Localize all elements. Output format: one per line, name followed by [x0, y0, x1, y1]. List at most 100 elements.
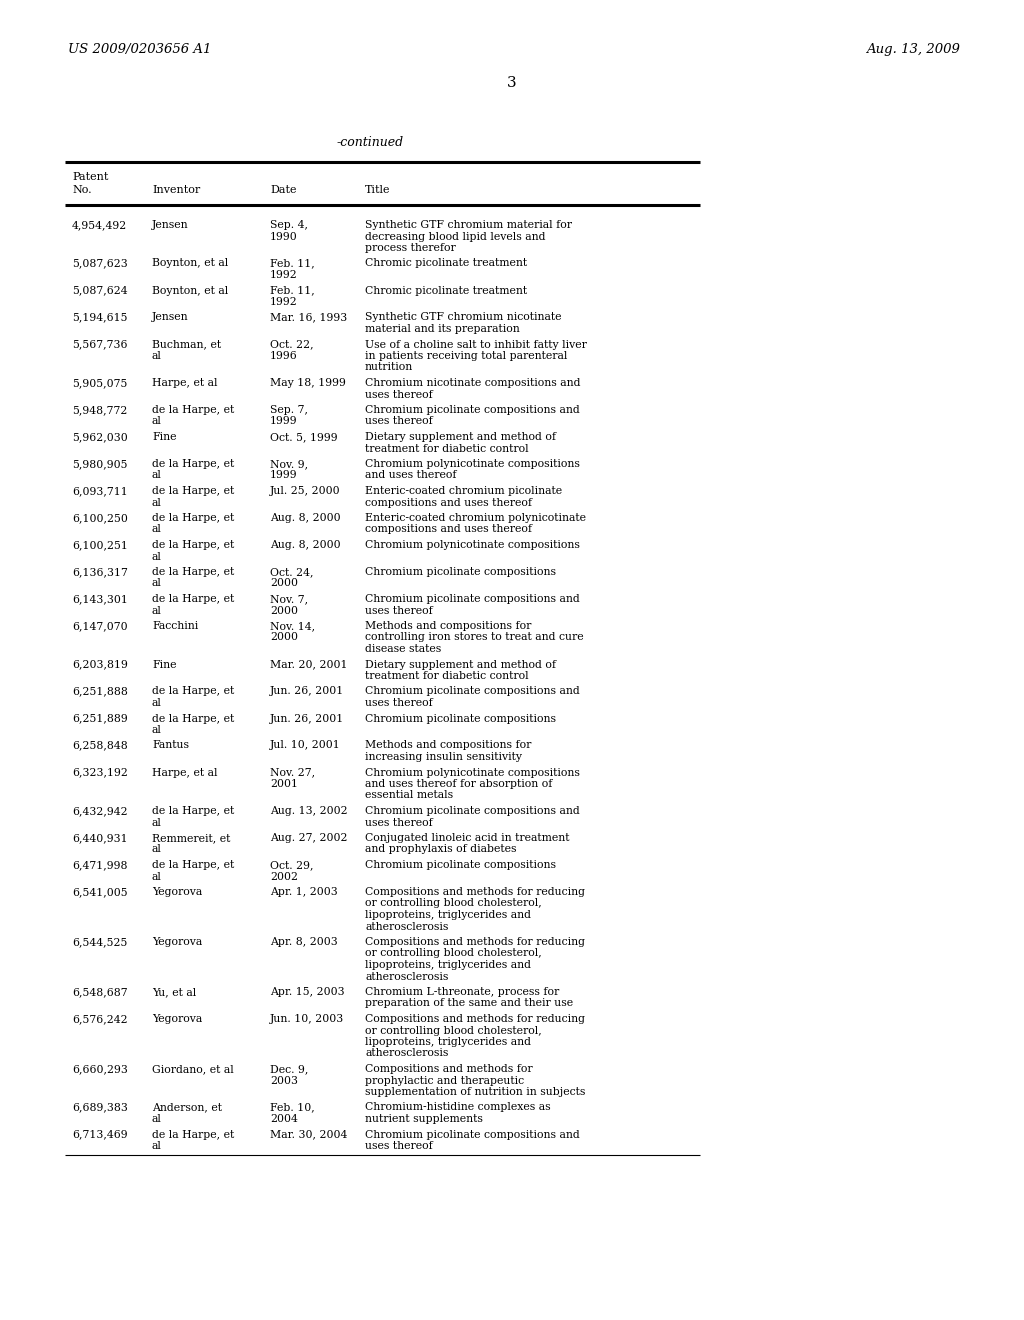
Text: 6,544,525: 6,544,525: [72, 937, 127, 946]
Text: in patients receiving total parenteral: in patients receiving total parenteral: [365, 351, 567, 360]
Text: 6,100,251: 6,100,251: [72, 540, 128, 550]
Text: 6,471,998: 6,471,998: [72, 861, 128, 870]
Text: al: al: [152, 524, 162, 535]
Text: Yegorova: Yegorova: [152, 887, 203, 898]
Text: atherosclerosis: atherosclerosis: [365, 921, 449, 932]
Text: Jul. 25, 2000: Jul. 25, 2000: [270, 486, 341, 496]
Text: 6,203,819: 6,203,819: [72, 660, 128, 669]
Text: or controlling blood cholesterol,: or controlling blood cholesterol,: [365, 899, 542, 908]
Text: 6,432,942: 6,432,942: [72, 807, 128, 816]
Text: Chromic picolinate treatment: Chromic picolinate treatment: [365, 259, 527, 268]
Text: Methods and compositions for: Methods and compositions for: [365, 620, 531, 631]
Text: -continued: -continued: [337, 136, 403, 149]
Text: supplementation of nutrition in subjects: supplementation of nutrition in subjects: [365, 1086, 586, 1097]
Text: 6,093,711: 6,093,711: [72, 486, 128, 496]
Text: Oct. 24,: Oct. 24,: [270, 568, 313, 577]
Text: Jun. 10, 2003: Jun. 10, 2003: [270, 1014, 344, 1024]
Text: Compositions and methods for reducing: Compositions and methods for reducing: [365, 887, 585, 898]
Text: Conjugated linoleic acid in treatment: Conjugated linoleic acid in treatment: [365, 833, 569, 843]
Text: Enteric-coated chromium picolinate: Enteric-coated chromium picolinate: [365, 486, 562, 496]
Text: treatment for diabetic control: treatment for diabetic control: [365, 444, 528, 454]
Text: Dietary supplement and method of: Dietary supplement and method of: [365, 660, 556, 669]
Text: prophylactic and therapeutic: prophylactic and therapeutic: [365, 1076, 524, 1085]
Text: Oct. 22,: Oct. 22,: [270, 339, 313, 350]
Text: uses thereof: uses thereof: [365, 389, 433, 400]
Text: al: al: [152, 351, 162, 360]
Text: Jensen: Jensen: [152, 220, 188, 230]
Text: lipoproteins, triglycerides and: lipoproteins, triglycerides and: [365, 960, 531, 970]
Text: Feb. 11,: Feb. 11,: [270, 259, 314, 268]
Text: 6,100,250: 6,100,250: [72, 513, 128, 523]
Text: 6,713,469: 6,713,469: [72, 1130, 128, 1139]
Text: and prophylaxis of diabetes: and prophylaxis of diabetes: [365, 845, 516, 854]
Text: Chromium picolinate compositions: Chromium picolinate compositions: [365, 568, 556, 577]
Text: 5,567,736: 5,567,736: [72, 339, 128, 350]
Text: Chromium polynicotinate compositions: Chromium polynicotinate compositions: [365, 459, 580, 469]
Text: 6,147,070: 6,147,070: [72, 620, 128, 631]
Text: de la Harpe, et: de la Harpe, et: [152, 861, 234, 870]
Text: al: al: [152, 552, 162, 561]
Text: Compositions and methods for: Compositions and methods for: [365, 1064, 532, 1074]
Text: al: al: [152, 578, 162, 589]
Text: 6,541,005: 6,541,005: [72, 887, 128, 898]
Text: Chromic picolinate treatment: Chromic picolinate treatment: [365, 285, 527, 296]
Text: 2002: 2002: [270, 871, 298, 882]
Text: al: al: [152, 1140, 162, 1151]
Text: increasing insulin sensitivity: increasing insulin sensitivity: [365, 752, 522, 762]
Text: Yegorova: Yegorova: [152, 937, 203, 946]
Text: May 18, 1999: May 18, 1999: [270, 378, 346, 388]
Text: Feb. 10,: Feb. 10,: [270, 1102, 314, 1113]
Text: US 2009/0203656 A1: US 2009/0203656 A1: [68, 44, 211, 57]
Text: 6,258,848: 6,258,848: [72, 741, 128, 751]
Text: Boynton, et al: Boynton, et al: [152, 285, 228, 296]
Text: 6,323,192: 6,323,192: [72, 767, 128, 777]
Text: Aug. 13, 2002: Aug. 13, 2002: [270, 807, 347, 816]
Text: uses thereof: uses thereof: [365, 606, 433, 615]
Text: Fantus: Fantus: [152, 741, 189, 751]
Text: or controlling blood cholesterol,: or controlling blood cholesterol,: [365, 1026, 542, 1035]
Text: de la Harpe, et: de la Harpe, et: [152, 807, 234, 816]
Text: Compositions and methods for reducing: Compositions and methods for reducing: [365, 1014, 585, 1024]
Text: al: al: [152, 845, 162, 854]
Text: Mar. 30, 2004: Mar. 30, 2004: [270, 1130, 347, 1139]
Text: al: al: [152, 698, 162, 708]
Text: 1996: 1996: [270, 351, 298, 360]
Text: Use of a choline salt to inhibit fatty liver: Use of a choline salt to inhibit fatty l…: [365, 339, 587, 350]
Text: de la Harpe, et: de la Harpe, et: [152, 459, 234, 469]
Text: nutrient supplements: nutrient supplements: [365, 1114, 483, 1125]
Text: uses thereof: uses thereof: [365, 817, 433, 828]
Text: 5,194,615: 5,194,615: [72, 313, 128, 322]
Text: Apr. 1, 2003: Apr. 1, 2003: [270, 887, 338, 898]
Text: 6,143,301: 6,143,301: [72, 594, 128, 605]
Text: Chromium polynicotinate compositions: Chromium polynicotinate compositions: [365, 540, 580, 550]
Text: 5,905,075: 5,905,075: [72, 378, 127, 388]
Text: Nov. 14,: Nov. 14,: [270, 620, 315, 631]
Text: Nov. 9,: Nov. 9,: [270, 459, 308, 469]
Text: de la Harpe, et: de la Harpe, et: [152, 1130, 234, 1139]
Text: al: al: [152, 606, 162, 615]
Text: Synthetic GTF chromium nicotinate: Synthetic GTF chromium nicotinate: [365, 313, 561, 322]
Text: Nov. 7,: Nov. 7,: [270, 594, 308, 605]
Text: lipoproteins, triglycerides and: lipoproteins, triglycerides and: [365, 1038, 531, 1047]
Text: al: al: [152, 725, 162, 735]
Text: 2004: 2004: [270, 1114, 298, 1125]
Text: 1999: 1999: [270, 470, 298, 480]
Text: or controlling blood cholesterol,: or controlling blood cholesterol,: [365, 949, 542, 958]
Text: Dec. 9,: Dec. 9,: [270, 1064, 308, 1074]
Text: 2000: 2000: [270, 606, 298, 615]
Text: Fine: Fine: [152, 432, 176, 442]
Text: Chromium picolinate compositions and: Chromium picolinate compositions and: [365, 1130, 580, 1139]
Text: Methods and compositions for: Methods and compositions for: [365, 741, 531, 751]
Text: 2003: 2003: [270, 1076, 298, 1085]
Text: Sep. 4,: Sep. 4,: [270, 220, 308, 230]
Text: Chromium L-threonate, process for: Chromium L-threonate, process for: [365, 987, 559, 997]
Text: 3: 3: [507, 77, 517, 90]
Text: 6,440,931: 6,440,931: [72, 833, 128, 843]
Text: 5,087,624: 5,087,624: [72, 285, 128, 296]
Text: 6,689,383: 6,689,383: [72, 1102, 128, 1113]
Text: de la Harpe, et: de la Harpe, et: [152, 540, 234, 550]
Text: 6,251,889: 6,251,889: [72, 714, 128, 723]
Text: Inventor: Inventor: [152, 185, 201, 195]
Text: decreasing blood lipid levels and: decreasing blood lipid levels and: [365, 231, 546, 242]
Text: Aug. 27, 2002: Aug. 27, 2002: [270, 833, 347, 843]
